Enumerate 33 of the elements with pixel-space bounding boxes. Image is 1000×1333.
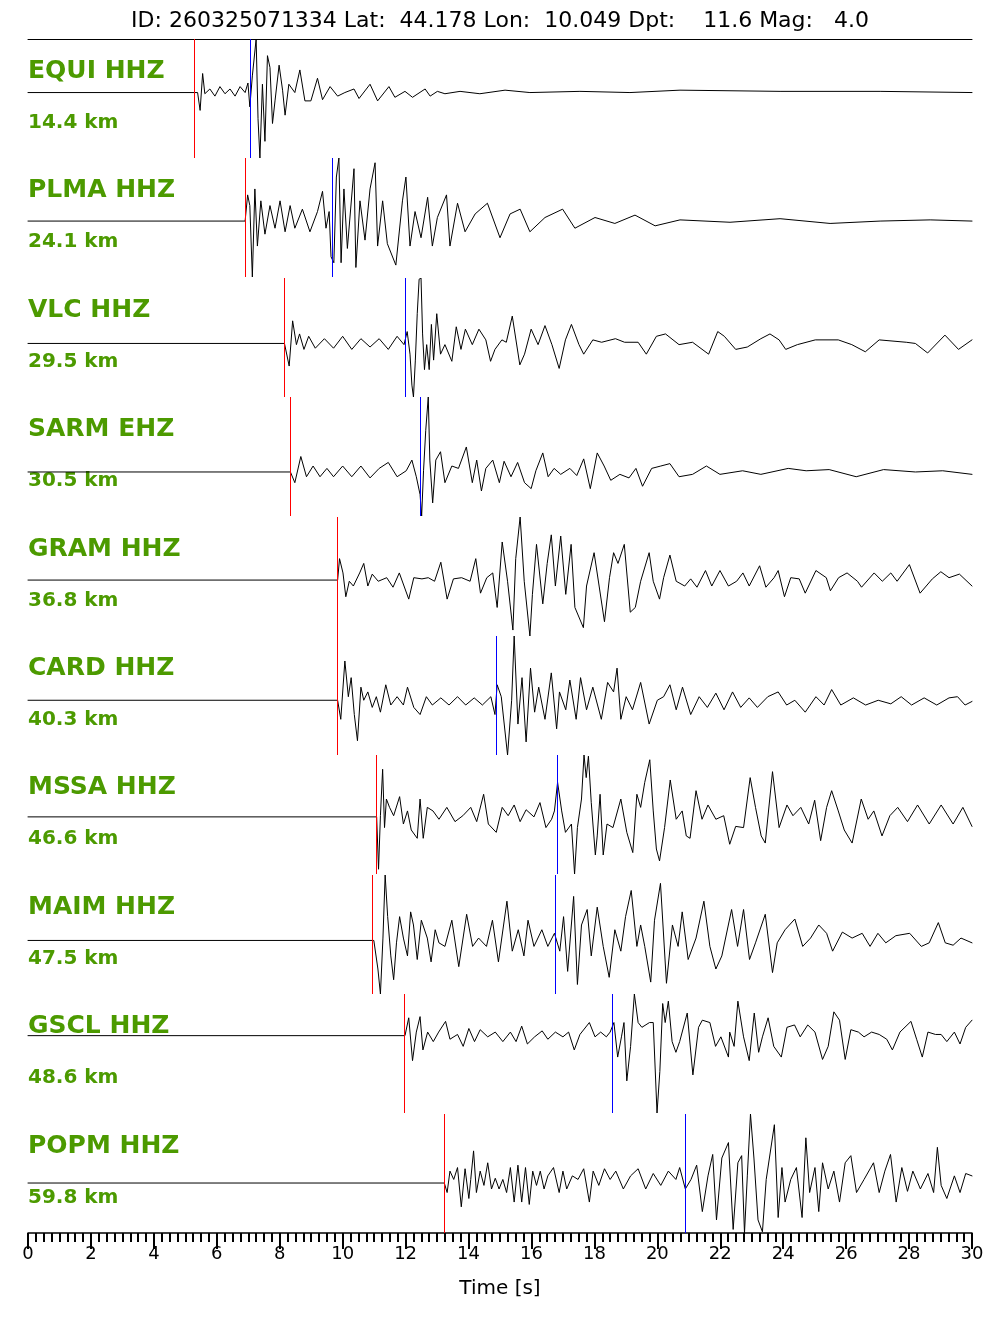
x-tick-label: 30 [960, 1241, 984, 1263]
text: 36.8 km [28, 586, 119, 611]
x-tick-label: 28 [897, 1241, 921, 1263]
text: CARD HHZ [28, 652, 175, 681]
x-axis-title: Time [s] [458, 1274, 541, 1299]
text: 46.6 km [28, 825, 119, 850]
text: 47.5 km [28, 944, 119, 969]
text: 40.3 km [28, 706, 119, 730]
text: SARM EHZ [28, 413, 175, 443]
text: 59.8 km [28, 1183, 119, 1208]
text: 14.4 km [28, 109, 119, 133]
x-tick-label: 12 [394, 1241, 418, 1263]
x-tick-label: 20 [645, 1241, 669, 1263]
text: PLMA HHZ [28, 174, 176, 204]
x-tick-label: 26 [834, 1241, 858, 1263]
text: GRAM HHZ [28, 532, 181, 562]
x-tick-label: 18 [582, 1241, 606, 1263]
text: MSSA HHZ [28, 771, 176, 801]
x-tick-label: 14 [457, 1241, 480, 1263]
text: GSCL HHZ [28, 1010, 170, 1040]
x-tick-label: 10 [331, 1241, 355, 1263]
text: 48.6 km [28, 1064, 119, 1089]
text: EQUI HHZ [28, 55, 165, 84]
x-tick-label: 22 [708, 1241, 732, 1263]
text: POPM HHZ [28, 1129, 180, 1159]
text: MAIM HHZ [28, 890, 176, 920]
x-tick-label: 24 [771, 1241, 795, 1263]
text: 29.5 km [28, 347, 119, 372]
text: ID: 260325071334 Lat: 44.178 Lon: 10.049 Dpt: 11.6 Mag: 4.0 [131, 6, 869, 32]
text: VLC HHZ [28, 293, 151, 323]
text: 24.1 km [28, 228, 119, 253]
x-tick-label: 16 [520, 1241, 543, 1263]
text: 30.5 km [28, 467, 119, 492]
